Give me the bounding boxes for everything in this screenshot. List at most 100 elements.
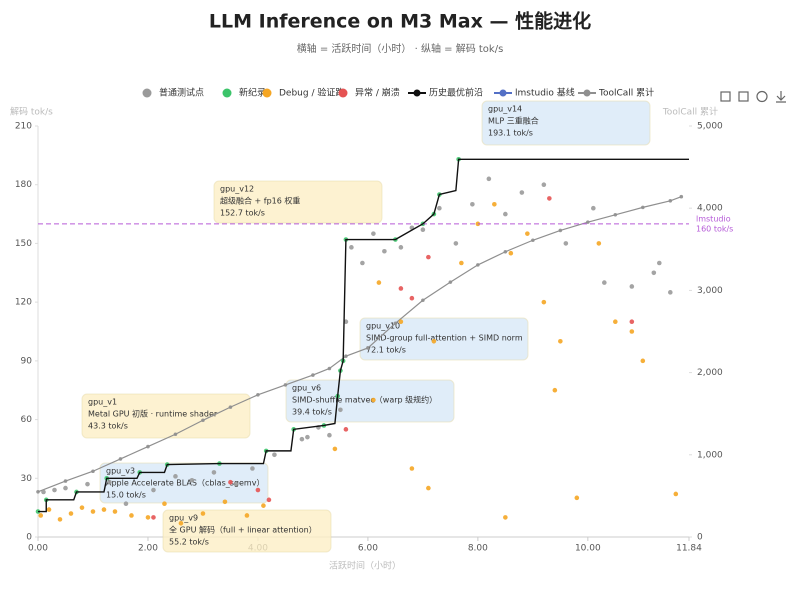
data-point: [398, 245, 404, 250]
zoom-tool[interactable]: [720, 91, 731, 102]
data-point: [640, 358, 646, 364]
data-point: [629, 319, 635, 325]
data-point: [250, 466, 255, 471]
data-point: [129, 513, 134, 518]
data-point: [547, 196, 552, 201]
legend-icon: [142, 88, 152, 98]
data-point: [420, 227, 426, 233]
legend-label: Debug / 验证跑: [279, 87, 344, 99]
zoom-reset-tool[interactable]: [738, 91, 749, 102]
x-tick-label: 6.00: [358, 544, 378, 554]
data-point: [503, 515, 508, 520]
y-axis-title: 解码 tok/s: [10, 106, 53, 118]
data-point: [426, 254, 431, 260]
data-point: [409, 466, 415, 471]
x-tick-label: 10.00: [575, 544, 601, 554]
y2-tick-label: 2,000: [697, 368, 723, 378]
data-point: [272, 452, 277, 458]
save-tool[interactable]: [776, 91, 786, 103]
annotation-text: MLP 三重融合: [488, 116, 539, 126]
baseline-label: lmstudio: [696, 214, 731, 223]
data-point: [448, 280, 453, 284]
legend-label: 新纪录: [239, 87, 266, 99]
data-point: [503, 211, 508, 217]
annotation-text: 152.7 tok/s: [220, 209, 265, 218]
data-point: [173, 432, 178, 437]
data-point: [266, 497, 272, 503]
annotation-box: [213, 180, 383, 224]
x-axis-title: 活跃时间（小时）: [329, 560, 401, 572]
data-point: [151, 487, 156, 493]
data-point: [366, 346, 370, 350]
data-point: [123, 501, 129, 507]
annotation-text: SIMD-shuffle matvec（warp 级规约）: [292, 395, 437, 405]
annotation-text: Apple Accelerate BLAS（cblas_sgemv）: [106, 479, 264, 488]
data-point: [679, 194, 684, 199]
data-point: [255, 487, 261, 493]
data-point: [146, 444, 150, 449]
data-point: [338, 407, 343, 413]
annotation-text: 15.0 tok/s: [106, 491, 146, 500]
data-point: [558, 228, 563, 233]
annotation-text: gpu_v3: [106, 467, 135, 476]
y-tick-label: 120: [15, 298, 32, 308]
data-point: [541, 182, 547, 188]
data-point: [519, 190, 525, 195]
data-point: [36, 489, 40, 494]
toolbar[interactable]: [720, 90, 786, 103]
y2-tick-label: 1,000: [697, 450, 723, 460]
y2-axis-title: ToolCall 累计: [662, 106, 718, 118]
data-point: [486, 176, 492, 182]
annotation-text: 193.1 tok/s: [488, 129, 533, 138]
legend-icon: [583, 89, 591, 97]
y-tick-label: 30: [21, 474, 33, 484]
data-point: [360, 260, 365, 266]
legend-label: ToolCall 累计: [598, 87, 654, 99]
y2-tick-label: 0: [697, 533, 703, 543]
y-tick-label: 60: [21, 415, 33, 425]
data-point: [613, 212, 618, 217]
data-point: [299, 436, 305, 442]
data-point: [596, 241, 602, 246]
data-point: [244, 513, 250, 518]
data-point: [101, 507, 107, 512]
legend-label: 普通测试点: [159, 87, 204, 99]
data-point: [41, 489, 46, 495]
data-point: [52, 487, 57, 493]
annotation-text: gpu_v10: [366, 322, 400, 331]
data-point: [107, 479, 112, 485]
data-point: [228, 479, 233, 485]
x-tick-label: 2.00: [138, 544, 158, 554]
annotation-text: 超级融合 + fp16 权重: [220, 196, 300, 206]
data-point: [344, 354, 348, 358]
data-point: [305, 434, 310, 440]
legend-label: 历史最优前沿: [429, 87, 483, 99]
data-point: [602, 280, 607, 285]
legend-icon: [222, 88, 232, 98]
data-point: [668, 199, 673, 203]
data-point: [421, 298, 425, 303]
data-point: [492, 201, 497, 207]
data-point: [233, 481, 239, 487]
data-point: [311, 373, 315, 377]
data-point: [382, 248, 387, 254]
restore-tool[interactable]: [756, 90, 768, 103]
series-line: [38, 158, 689, 513]
annotations: gpu_v14 MLP 三重融合 193.1 tok/s gpu_v12 超级融合 + …: [81, 100, 651, 553]
chart-subtitle: 横轴 = 活跃时间（小时） · 纵轴 = 解码 tok/s: [297, 42, 504, 55]
data-point: [112, 509, 118, 514]
data-point: [79, 505, 85, 510]
data-point: [371, 397, 376, 403]
annotation-text: gpu_v6: [292, 384, 321, 393]
data-point: [651, 270, 657, 276]
annotation-box: [285, 379, 455, 423]
x-tick-label: 11.84: [676, 544, 702, 554]
annotation-text: 55.2 tok/s: [169, 538, 209, 547]
annotation-text: Metal GPU 初版 · runtime shader: [88, 409, 218, 419]
data-point: [371, 231, 376, 236]
data-point: [453, 241, 459, 246]
data-point: [201, 418, 205, 423]
data-point: [552, 387, 558, 393]
data-point: [398, 319, 404, 325]
